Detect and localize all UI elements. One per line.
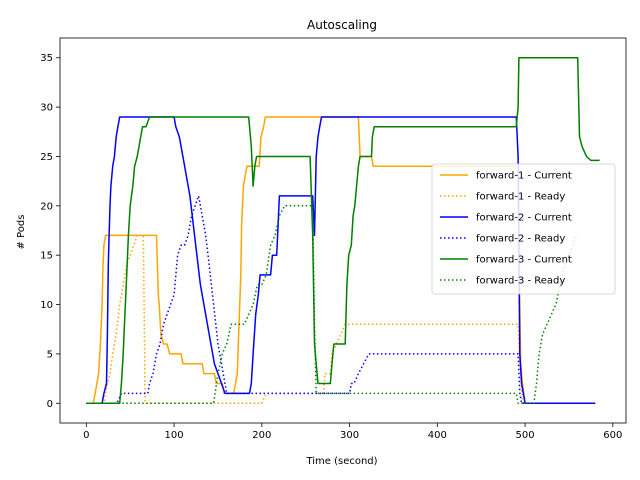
y-tick-label: 5: [47, 349, 53, 360]
legend-box: [431, 163, 616, 295]
y-tick-label: 0: [47, 399, 53, 410]
series-line-4: [86, 195, 533, 405]
legend-label-5: forward-3 - Current: [476, 255, 572, 266]
series-line-5: [86, 56, 600, 405]
y-axis-label: # Pods: [16, 215, 27, 250]
x-tick-label: 0: [83, 430, 89, 441]
chart-title: Autoscaling: [307, 18, 377, 32]
plot-frame: [59, 37, 627, 424]
legend-label-1: forward-1 - Current: [476, 171, 572, 182]
legend-label-4: forward-2 - Ready: [476, 234, 565, 245]
series-layer: [86, 56, 600, 405]
legend-label-3: forward-2 - Current: [476, 213, 572, 224]
series-line-6: [86, 205, 578, 405]
y-tick-label: 35: [40, 53, 53, 64]
legend-label-2: forward-1 - Ready: [476, 192, 565, 203]
x-axis-label: Time (second): [305, 456, 377, 467]
x-axis: 0 100 200 300 400 500 600: [83, 423, 622, 441]
y-tick-label: 20: [40, 201, 53, 212]
legend-label-6: forward-3 - Ready: [476, 276, 565, 287]
x-tick-label: 600: [603, 430, 622, 441]
legend: forward-1 - Current forward-1 - Ready forw…: [431, 163, 616, 295]
x-tick-label: 100: [165, 430, 184, 441]
y-tick-label: 15: [40, 251, 53, 262]
x-tick-label: 200: [252, 430, 271, 441]
series-line-1: [86, 116, 533, 405]
y-tick-label: 10: [40, 300, 53, 311]
x-tick-label: 400: [428, 430, 447, 441]
x-tick-label: 300: [340, 430, 359, 441]
y-axis: 0 5 10 15 20 25 30 35: [40, 53, 60, 410]
y-tick-label: 25: [40, 152, 53, 163]
y-tick-label: 30: [40, 103, 53, 114]
series-line-3: [86, 116, 596, 405]
x-tick-label: 500: [516, 430, 535, 441]
